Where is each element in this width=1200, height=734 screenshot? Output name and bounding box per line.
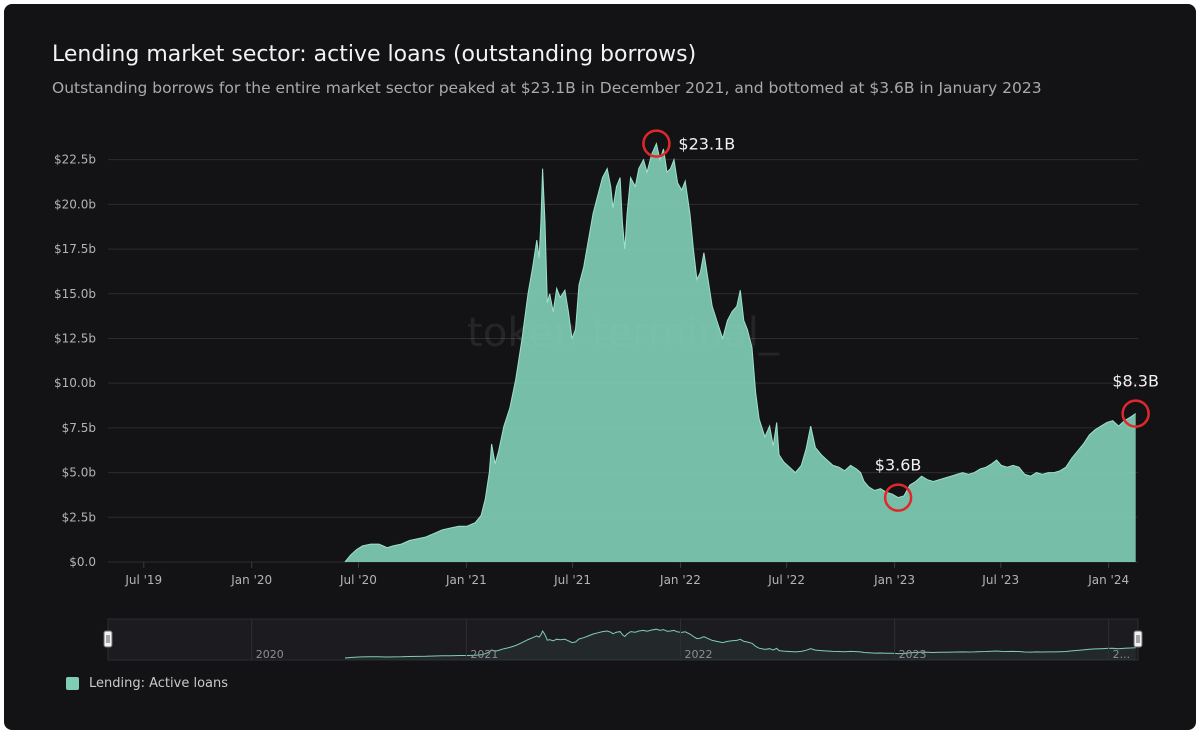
- y-tick-label: $10.0b: [54, 376, 96, 390]
- highlight-circle: [883, 483, 913, 512]
- navigator-year-label: 2...: [1113, 648, 1131, 661]
- legend-label[interactable]: Lending: Active loans: [89, 676, 229, 691]
- highlight-circle: [1121, 399, 1150, 428]
- y-tick-label: $15.0b: [54, 287, 96, 301]
- y-tick-label: $12.5b: [54, 331, 96, 345]
- handle-grip: [1133, 630, 1143, 648]
- x-tick-label: Jan '20: [230, 573, 272, 587]
- legend-swatch[interactable]: [66, 677, 79, 690]
- x-axis: Jul '19 Jan '20 Jul '20 Jan '21 Jul '21 Jan '…: [124, 562, 1129, 587]
- highlight-circle: [642, 129, 671, 158]
- navigator-line: [344, 628, 1136, 659]
- y-tick-label: $20.0b: [54, 197, 96, 211]
- annotation-layer: $23.1B $3.6B $8.3B: [642, 129, 1159, 512]
- navigator-year-label: 2023: [899, 648, 927, 661]
- y-tick-label: $0.0: [69, 555, 96, 569]
- x-tick-label: Jul '22: [767, 573, 805, 587]
- legend: Lending: Active loans: [66, 676, 228, 691]
- y-tick-label: $22.5b: [54, 153, 96, 167]
- x-tick-label: Jul '20: [339, 573, 377, 587]
- series-layer: [344, 142, 1136, 563]
- x-tick-label: Jul '23: [981, 573, 1019, 587]
- x-tick-label: Jan '23: [873, 573, 915, 587]
- range-start-handle-icon[interactable]: [103, 630, 113, 648]
- x-tick-label: Jul '19: [124, 573, 162, 587]
- y-tick-label: $17.5b: [54, 242, 96, 256]
- range-navigator[interactable]: 2020 2021 2022 2023 2...: [103, 618, 1143, 661]
- annotation-label: $23.1B: [678, 135, 735, 154]
- area-chart: token terminal_ $0.0$2.5b$5.0b$7.5b$10.0…: [54, 129, 1159, 661]
- handle-grip: [103, 630, 113, 648]
- series-area: [345, 143, 1136, 562]
- chart-title: Lending market sector: active loans (out…: [52, 42, 697, 67]
- range-end-handle-icon[interactable]: [1133, 630, 1143, 648]
- navigator-year-label: 2022: [684, 648, 712, 661]
- x-tick-label: Jul '21: [553, 573, 591, 587]
- x-tick-label: Jan '24: [1087, 573, 1129, 587]
- y-axis: $0.0 $2.5b $5.0b $7.5b $10.0b $12.5b $15.0b $17…: [54, 153, 96, 569]
- navigator-year-label: 2021: [470, 648, 498, 661]
- y-tick-label: $2.5b: [62, 510, 96, 524]
- navigator-year-label: 2020: [256, 648, 284, 661]
- annotation-label: $8.3B: [1112, 372, 1159, 391]
- series-line: [344, 142, 1136, 563]
- x-tick-label: Jan '22: [659, 573, 701, 587]
- navigator-area: [345, 629, 1136, 660]
- chart-card: Lending market sector: active loans (out…: [4, 4, 1196, 730]
- y-tick-label: $5.0b: [62, 466, 96, 480]
- x-tick-label: Jan '21: [445, 573, 487, 587]
- annotation-label: $3.6B: [875, 456, 922, 475]
- y-tick-label: $7.5b: [62, 421, 96, 435]
- chart-subtitle: Outstanding borrows for the entire marke…: [52, 79, 1042, 97]
